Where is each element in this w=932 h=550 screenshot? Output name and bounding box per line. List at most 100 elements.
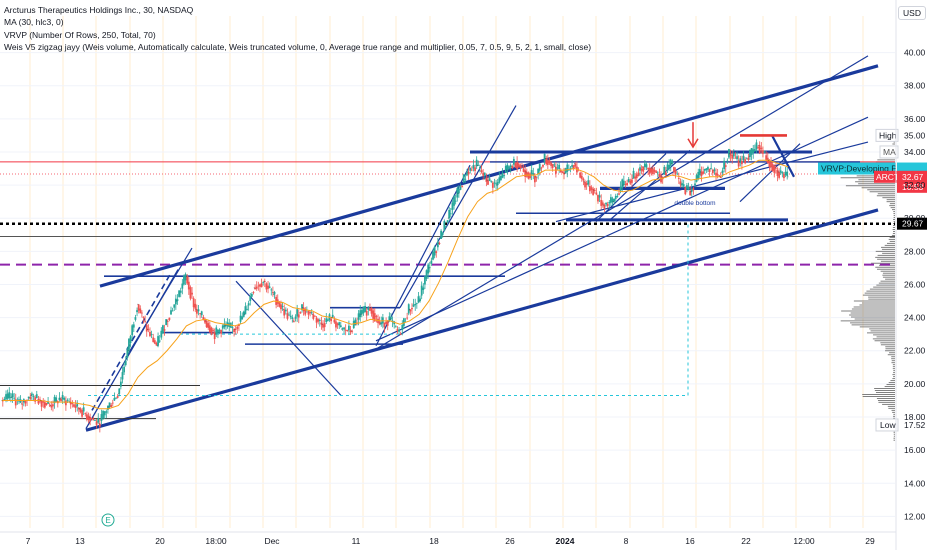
candle-body	[679, 181, 682, 185]
candle-body	[616, 196, 619, 197]
data-point	[583, 181, 585, 183]
ma-line	[2, 159, 789, 410]
data-point	[127, 350, 129, 352]
candle-body	[572, 165, 575, 169]
low-value: 17.52	[904, 420, 926, 430]
data-point	[282, 308, 285, 310]
candle-body	[43, 402, 46, 408]
x-tick-label: 20	[155, 536, 165, 546]
candle-body	[514, 163, 517, 168]
candle-body	[700, 171, 703, 177]
candle-body	[535, 176, 538, 178]
candle-body	[128, 338, 130, 351]
candle-body	[204, 318, 206, 323]
data-point	[603, 204, 605, 206]
data-point	[195, 308, 197, 310]
data-point	[544, 157, 547, 160]
candle-body	[89, 417, 92, 422]
candle-body	[47, 401, 49, 404]
candle-body	[673, 167, 675, 172]
candle-body	[178, 290, 180, 297]
candle-body	[364, 306, 366, 313]
data-point	[758, 144, 760, 146]
candle-body	[580, 175, 583, 179]
candle-body	[370, 307, 373, 314]
lower-channel-line	[85, 208, 879, 432]
candle-body	[674, 170, 677, 174]
trend-line	[375, 55, 869, 350]
candle-body	[532, 173, 535, 176]
candle-body	[131, 325, 134, 336]
dotted-level-value: 29.67	[902, 219, 924, 229]
candle-body	[378, 321, 381, 324]
candle-body	[487, 180, 489, 185]
candle-body	[668, 164, 671, 168]
candle-body	[681, 183, 683, 186]
candle-body	[427, 264, 430, 274]
candle-body	[571, 165, 573, 167]
candle-body	[35, 394, 38, 398]
candle-body	[708, 169, 711, 172]
candle-body	[618, 193, 620, 195]
legend-ma[interactable]: MA (30, hlc3, 0)	[4, 17, 64, 28]
candle-body	[642, 166, 645, 172]
candle-body	[774, 167, 777, 169]
data-point	[108, 406, 110, 408]
candle-body	[76, 402, 79, 407]
x-tick-label: 8	[624, 536, 629, 546]
candle-body	[29, 396, 32, 400]
double-bottom-annotation: double bottom	[674, 200, 715, 207]
candle-body	[73, 404, 75, 407]
candle-body	[734, 157, 737, 159]
candle-body	[564, 168, 567, 174]
candle-body	[597, 195, 599, 202]
candle-body	[147, 329, 150, 331]
legend-weis[interactable]: Weis V5 zigzag jayy (Weis volume, Automa…	[4, 42, 592, 53]
candle-body	[280, 304, 282, 310]
candle-body	[318, 319, 321, 321]
candle-body	[246, 308, 248, 310]
candle-body	[121, 372, 124, 380]
candle-body	[66, 400, 69, 402]
y-axis: 12.00 14.00 16.00 18.00 20.00 22.00 24.00 26.00…	[895, 0, 926, 550]
legend-vrvp[interactable]: VRVP (Number Of Rows, 250, Total, 70)	[4, 29, 156, 40]
candle-body	[136, 310, 138, 313]
candle-body	[208, 325, 211, 333]
candle-body	[239, 315, 242, 322]
candle-body	[8, 392, 11, 399]
candle-body	[283, 309, 286, 316]
x-tick-label: 13	[75, 536, 85, 546]
candle-body	[522, 168, 525, 172]
candle-body	[530, 170, 533, 175]
candle-body	[250, 293, 253, 297]
candle-body	[48, 404, 51, 406]
candle-body	[139, 308, 142, 314]
candle-body	[695, 175, 698, 182]
data-point	[777, 171, 779, 173]
candle-body	[411, 307, 413, 310]
candle-body	[144, 320, 147, 322]
data-point	[205, 320, 207, 322]
candle-body	[181, 283, 184, 289]
data-point	[253, 287, 255, 289]
candle-body	[5, 394, 7, 400]
candle-body	[619, 186, 622, 191]
candle-body	[179, 290, 182, 293]
symbol-tag-bg	[874, 170, 897, 183]
candle-body	[622, 180, 625, 186]
candle-body	[153, 340, 156, 344]
candle-body	[650, 168, 653, 173]
chart-legend: Arcturus Therapeutics Holdings Inc., 30,…	[4, 4, 591, 54]
candle-body	[255, 286, 258, 289]
candle-body	[187, 281, 190, 290]
candle-body	[58, 397, 61, 400]
currency-badge[interactable]: USD	[898, 6, 926, 20]
data-point	[670, 162, 673, 165]
x-tick-label: 29	[865, 536, 875, 546]
legend-symbol[interactable]: Arcturus Therapeutics Holdings Inc., 30,…	[4, 5, 194, 15]
candle-body	[100, 414, 103, 421]
candle-body	[590, 187, 593, 190]
data-point	[49, 404, 52, 407]
candle-body	[546, 159, 549, 165]
